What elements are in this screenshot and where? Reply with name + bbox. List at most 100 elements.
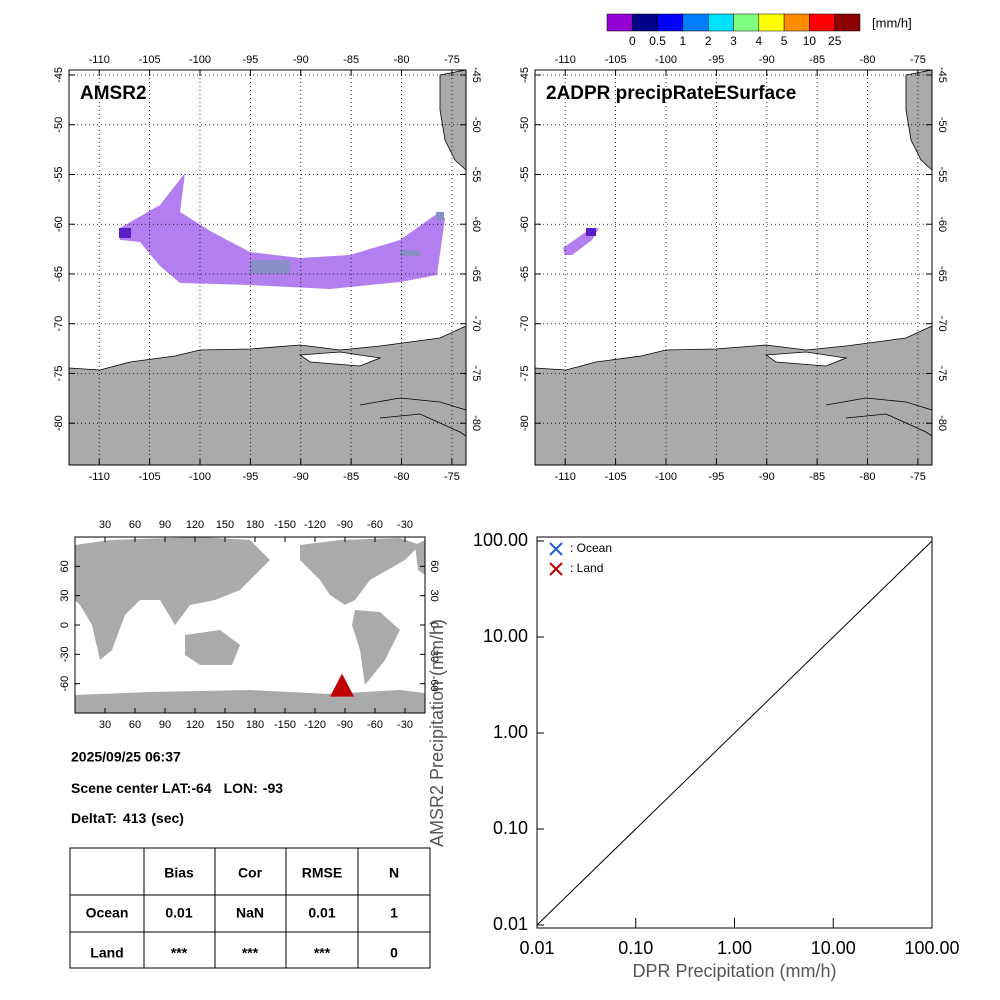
y-tick-label: -60 — [519, 216, 531, 232]
colorbar-label: 3 — [730, 34, 737, 48]
colorbar-label: 10 — [803, 34, 817, 48]
precip-cell — [400, 250, 420, 256]
y-tick-label: -80 — [519, 415, 531, 431]
legend-symbol — [549, 542, 563, 556]
table-cell: *** — [171, 945, 188, 961]
colorbar-label: 1 — [680, 34, 687, 48]
y-tick-label: 0 — [59, 622, 71, 628]
x-axis-label: DPR Precipitation (mm/h) — [632, 961, 836, 981]
y-tick-label: -45 — [53, 67, 65, 83]
datetime: 2025/09/25 06:37 — [71, 749, 181, 765]
ice-shelf — [298, 351, 382, 367]
y-tick-label: -80 — [936, 415, 948, 431]
colorbar-label: 25 — [828, 34, 842, 48]
table-cell: *** — [242, 945, 259, 961]
y-tick-label: -75 — [936, 366, 948, 382]
y-tick-label: 0.01 — [493, 914, 528, 934]
colorbar-box — [733, 13, 760, 32]
y-tick-label: 30 — [59, 590, 71, 602]
y-tick-label: -80 — [470, 415, 482, 431]
lat: -64 — [191, 780, 211, 796]
x-tick-label: -30 — [397, 719, 413, 731]
x-tick-label: 0.01 — [519, 938, 554, 958]
map-frame — [534, 69, 933, 466]
table-cell: 0.01 — [165, 905, 192, 921]
land — [75, 690, 425, 713]
x-tick-label: 150 — [216, 719, 234, 731]
y-tick-label: 0.10 — [493, 818, 528, 838]
y-tick-label: -55 — [936, 167, 948, 183]
table-header: Bias — [164, 865, 194, 881]
lat-label: Scene center LAT: — [71, 780, 191, 796]
x-tick-label: -110 — [89, 471, 110, 483]
colorbar-box — [707, 13, 734, 32]
x-tick-label: -105 — [605, 54, 627, 66]
map-amsr2-shapes — [68, 69, 467, 466]
table-cell: NaN — [236, 905, 264, 921]
x-tick-label: -90 — [293, 471, 309, 483]
map-frame — [68, 69, 467, 466]
x-tick-label: -80 — [860, 471, 876, 483]
colorbar-label: 0.5 — [649, 34, 666, 48]
colorbar-box — [783, 13, 810, 32]
y-tick-label: -30 — [428, 646, 440, 662]
colorbar-label: 0 — [629, 34, 636, 48]
y-tick-label: -60 — [470, 216, 482, 232]
stats-table-grid — [69, 847, 431, 969]
x-tick-label: -105 — [139, 471, 161, 483]
y-tick-label: 100.00 — [473, 530, 528, 550]
scene-center: Scene center LAT:-64 LON: -93 — [71, 780, 283, 796]
x-tick-label: -110 — [555, 54, 576, 66]
x-tick-label: -80 — [394, 54, 410, 66]
y-tick-label: -55 — [53, 167, 65, 183]
land — [300, 538, 420, 605]
y-tick-label: -80 — [53, 415, 65, 431]
x-tick-label: -90 — [293, 54, 309, 66]
y-tick-label: -50 — [470, 117, 482, 133]
table-cell: 0 — [390, 945, 398, 961]
x-tick-label: -100 — [655, 54, 677, 66]
x-tick-label: -85 — [343, 54, 359, 66]
coastline — [845, 413, 933, 437]
y-tick-label: -45 — [519, 67, 531, 83]
x-tick-label: -75 — [910, 471, 926, 483]
x-tick-label: 150 — [216, 519, 234, 531]
legend-label: : Land — [570, 561, 603, 575]
lon-label: LON: — [224, 780, 258, 796]
map-dpr-shapes — [534, 69, 933, 466]
x-tick-label: -150 — [274, 519, 296, 531]
colorbar-unit: [mm/h] — [872, 15, 912, 30]
x-tick-label: -95 — [242, 471, 258, 483]
deltat: DeltaT: 413 (sec) — [71, 810, 184, 826]
table-cell: *** — [314, 945, 331, 961]
x-tick-label: 1.00 — [717, 938, 752, 958]
one-to-one-line — [536, 540, 933, 926]
y-tick-label: -55 — [470, 167, 482, 183]
deltat-unit: (sec) — [151, 810, 184, 826]
x-tick-label: -100 — [655, 471, 677, 483]
x-tick-label: -60 — [367, 519, 383, 531]
x-tick-label: 120 — [186, 719, 204, 731]
x-tick-label: -75 — [444, 54, 460, 66]
deltat-value: 413 — [123, 810, 147, 826]
x-tick-label: -30 — [397, 519, 413, 531]
x-tick-label: -100 — [189, 471, 211, 483]
x-tick-label: -100 — [189, 54, 211, 66]
colorbar-label: 2 — [705, 34, 712, 48]
x-tick-label: 180 — [246, 719, 264, 731]
deltat-label: DeltaT: — [71, 810, 117, 826]
world-land — [75, 537, 425, 713]
x-tick-label: -90 — [337, 719, 353, 731]
colorbar-label: 5 — [781, 34, 788, 48]
map-title: AMSR2 — [80, 83, 147, 104]
y-tick-label: 60 — [428, 560, 440, 572]
colorbar-box — [632, 13, 658, 32]
colorbar-box — [606, 13, 633, 32]
x-tick-label: -105 — [605, 471, 627, 483]
x-tick-label: 180 — [246, 519, 264, 531]
x-tick-label: -75 — [910, 54, 926, 66]
x-tick-label: -95 — [708, 54, 724, 66]
land — [352, 610, 400, 685]
x-tick-label: 120 — [186, 519, 204, 531]
y-tick-label: -45 — [936, 67, 948, 83]
